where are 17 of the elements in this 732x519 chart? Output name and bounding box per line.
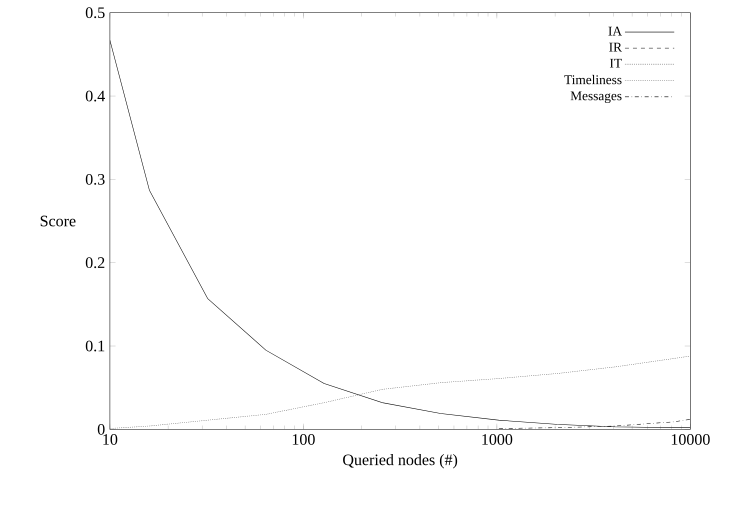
y-axis-title: Score bbox=[40, 216, 76, 227]
y-tick-label: 0.2 bbox=[86, 257, 104, 268]
x-tick-label: 10000 bbox=[672, 434, 710, 446]
y-tick-label: 0.5 bbox=[86, 8, 105, 18]
x-tick-label: 1000 bbox=[482, 434, 512, 446]
x-axis-title: Queried nodes (#) bbox=[343, 454, 458, 469]
legend-label: IA bbox=[608, 26, 622, 36]
legend-label: Timeliness bbox=[564, 75, 622, 84]
y-tick-label: 0.4 bbox=[86, 90, 105, 102]
y-tick-label: 0.1 bbox=[86, 340, 104, 352]
legend-label: Messages bbox=[570, 92, 622, 104]
legend-label: IR bbox=[609, 42, 622, 52]
legend-label: IT bbox=[610, 59, 622, 68]
x-tick-label: 100 bbox=[292, 434, 315, 446]
y-tick-label: 0 bbox=[98, 424, 105, 435]
x-tick-label: 10 bbox=[103, 434, 118, 446]
y-tick-label: 0.3 bbox=[86, 174, 105, 186]
